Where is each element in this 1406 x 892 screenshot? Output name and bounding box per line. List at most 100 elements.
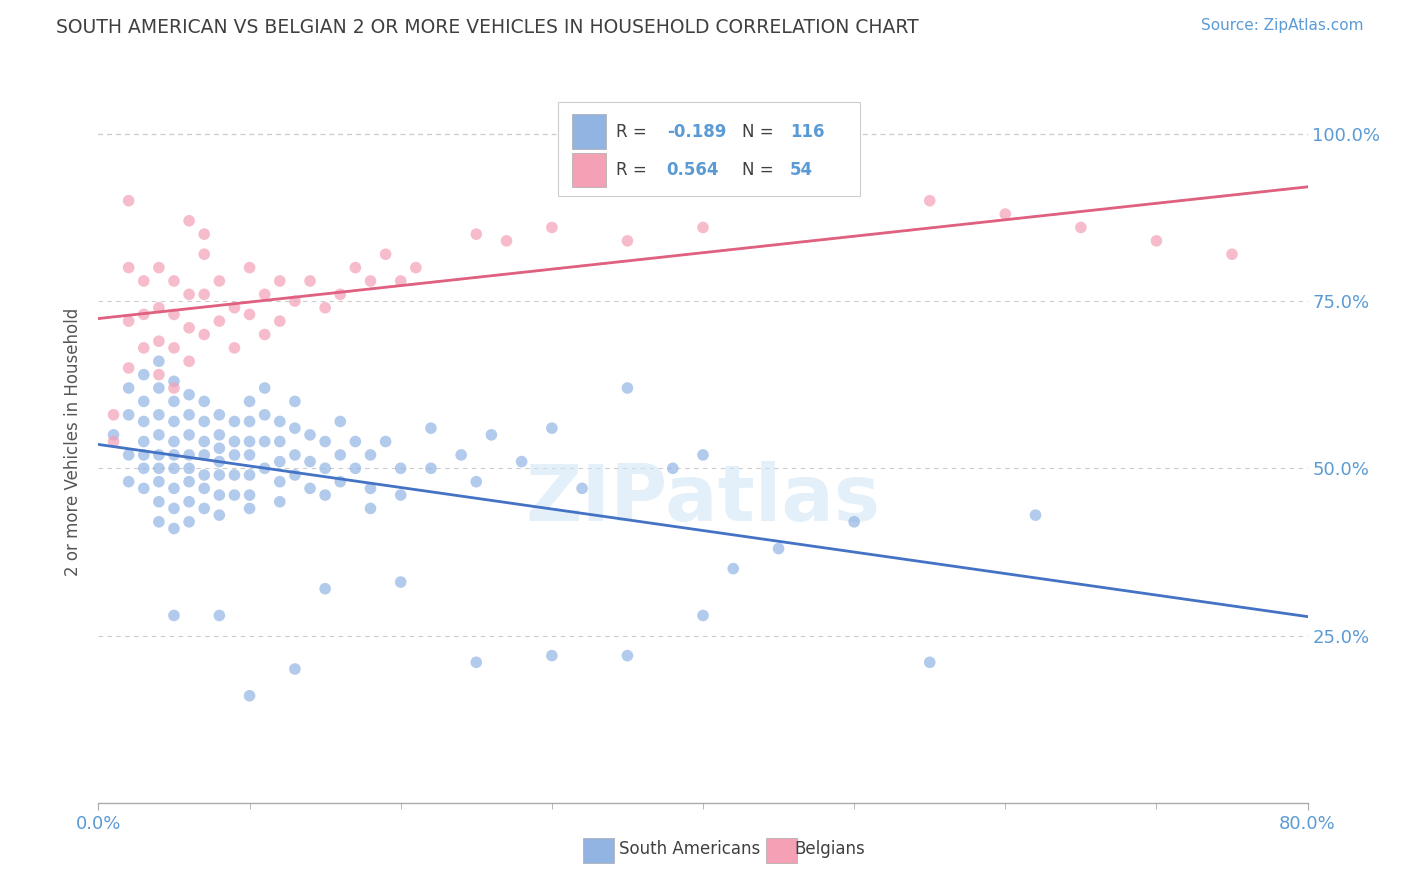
Point xyxy=(132,434,155,449)
Point xyxy=(132,368,155,382)
Point xyxy=(314,301,336,315)
Point xyxy=(465,227,488,242)
Text: SOUTH AMERICAN VS BELGIAN 2 OR MORE VEHICLES IN HOUSEHOLD CORRELATION CHART: SOUTH AMERICAN VS BELGIAN 2 OR MORE VEHI… xyxy=(56,18,920,37)
Point xyxy=(163,381,186,395)
Point xyxy=(208,608,231,623)
Point xyxy=(420,421,443,435)
Point xyxy=(118,260,141,275)
Point xyxy=(360,482,382,496)
Point xyxy=(1024,508,1046,523)
Point xyxy=(344,461,367,475)
Point xyxy=(1220,247,1243,261)
Point xyxy=(269,455,291,469)
Bar xyxy=(572,114,606,149)
Point xyxy=(193,327,215,342)
Point xyxy=(163,274,186,288)
Point xyxy=(132,394,155,409)
Point xyxy=(314,434,336,449)
Point xyxy=(163,448,186,462)
Point xyxy=(450,448,472,462)
Point xyxy=(193,467,215,482)
Point xyxy=(405,260,427,275)
Point xyxy=(163,375,186,389)
Point xyxy=(284,294,307,309)
Point xyxy=(844,515,866,529)
Point xyxy=(481,427,503,442)
Text: 116: 116 xyxy=(790,122,824,141)
Point xyxy=(239,260,262,275)
Text: R =: R = xyxy=(616,161,652,179)
Point xyxy=(540,220,562,235)
Point xyxy=(616,381,638,395)
Point xyxy=(118,194,141,208)
Point xyxy=(329,287,352,301)
Point xyxy=(389,274,412,288)
Point xyxy=(360,274,382,288)
Point xyxy=(193,482,215,496)
Point xyxy=(465,475,488,489)
Point xyxy=(239,414,262,429)
Point xyxy=(193,394,215,409)
Point xyxy=(284,421,307,435)
Point xyxy=(284,467,307,482)
Point xyxy=(118,381,141,395)
Point xyxy=(224,301,246,315)
Point xyxy=(118,361,141,376)
Point xyxy=(314,582,336,596)
Point xyxy=(224,448,246,462)
Point xyxy=(193,227,215,242)
Point xyxy=(132,482,155,496)
Point xyxy=(193,247,215,261)
Point xyxy=(571,482,593,496)
Point xyxy=(269,274,291,288)
Point xyxy=(148,260,170,275)
Point xyxy=(465,655,488,669)
Point xyxy=(224,488,246,502)
Point xyxy=(269,475,291,489)
Point xyxy=(253,461,276,475)
Point xyxy=(299,274,322,288)
Point xyxy=(148,461,170,475)
Bar xyxy=(572,153,606,187)
Point xyxy=(132,307,155,322)
Point xyxy=(163,521,186,535)
Point xyxy=(253,434,276,449)
Point xyxy=(132,274,155,288)
Point xyxy=(132,448,155,462)
Point xyxy=(344,260,367,275)
Point xyxy=(314,461,336,475)
Point xyxy=(224,434,246,449)
Point xyxy=(224,414,246,429)
Point xyxy=(148,427,170,442)
Point xyxy=(193,501,215,516)
Point xyxy=(616,234,638,248)
Point xyxy=(284,448,307,462)
Point xyxy=(329,448,352,462)
Point xyxy=(239,448,262,462)
Text: N =: N = xyxy=(742,122,779,141)
Point xyxy=(118,408,141,422)
Point xyxy=(299,455,322,469)
Point xyxy=(148,515,170,529)
Point xyxy=(661,461,683,475)
Point xyxy=(208,408,231,422)
Point xyxy=(163,501,186,516)
Point xyxy=(314,488,336,502)
Point xyxy=(179,475,201,489)
Point xyxy=(179,387,201,401)
Point xyxy=(193,414,215,429)
Point xyxy=(692,608,714,623)
Point xyxy=(253,381,276,395)
Point xyxy=(163,482,186,496)
Point xyxy=(768,541,790,556)
Point xyxy=(208,455,231,469)
Point xyxy=(163,461,186,475)
Point xyxy=(148,448,170,462)
Y-axis label: 2 or more Vehicles in Household: 2 or more Vehicles in Household xyxy=(65,308,83,575)
Point xyxy=(179,494,201,508)
Point xyxy=(103,427,125,442)
Point xyxy=(239,394,262,409)
Point xyxy=(179,448,201,462)
Point xyxy=(918,194,941,208)
Point xyxy=(389,575,412,590)
